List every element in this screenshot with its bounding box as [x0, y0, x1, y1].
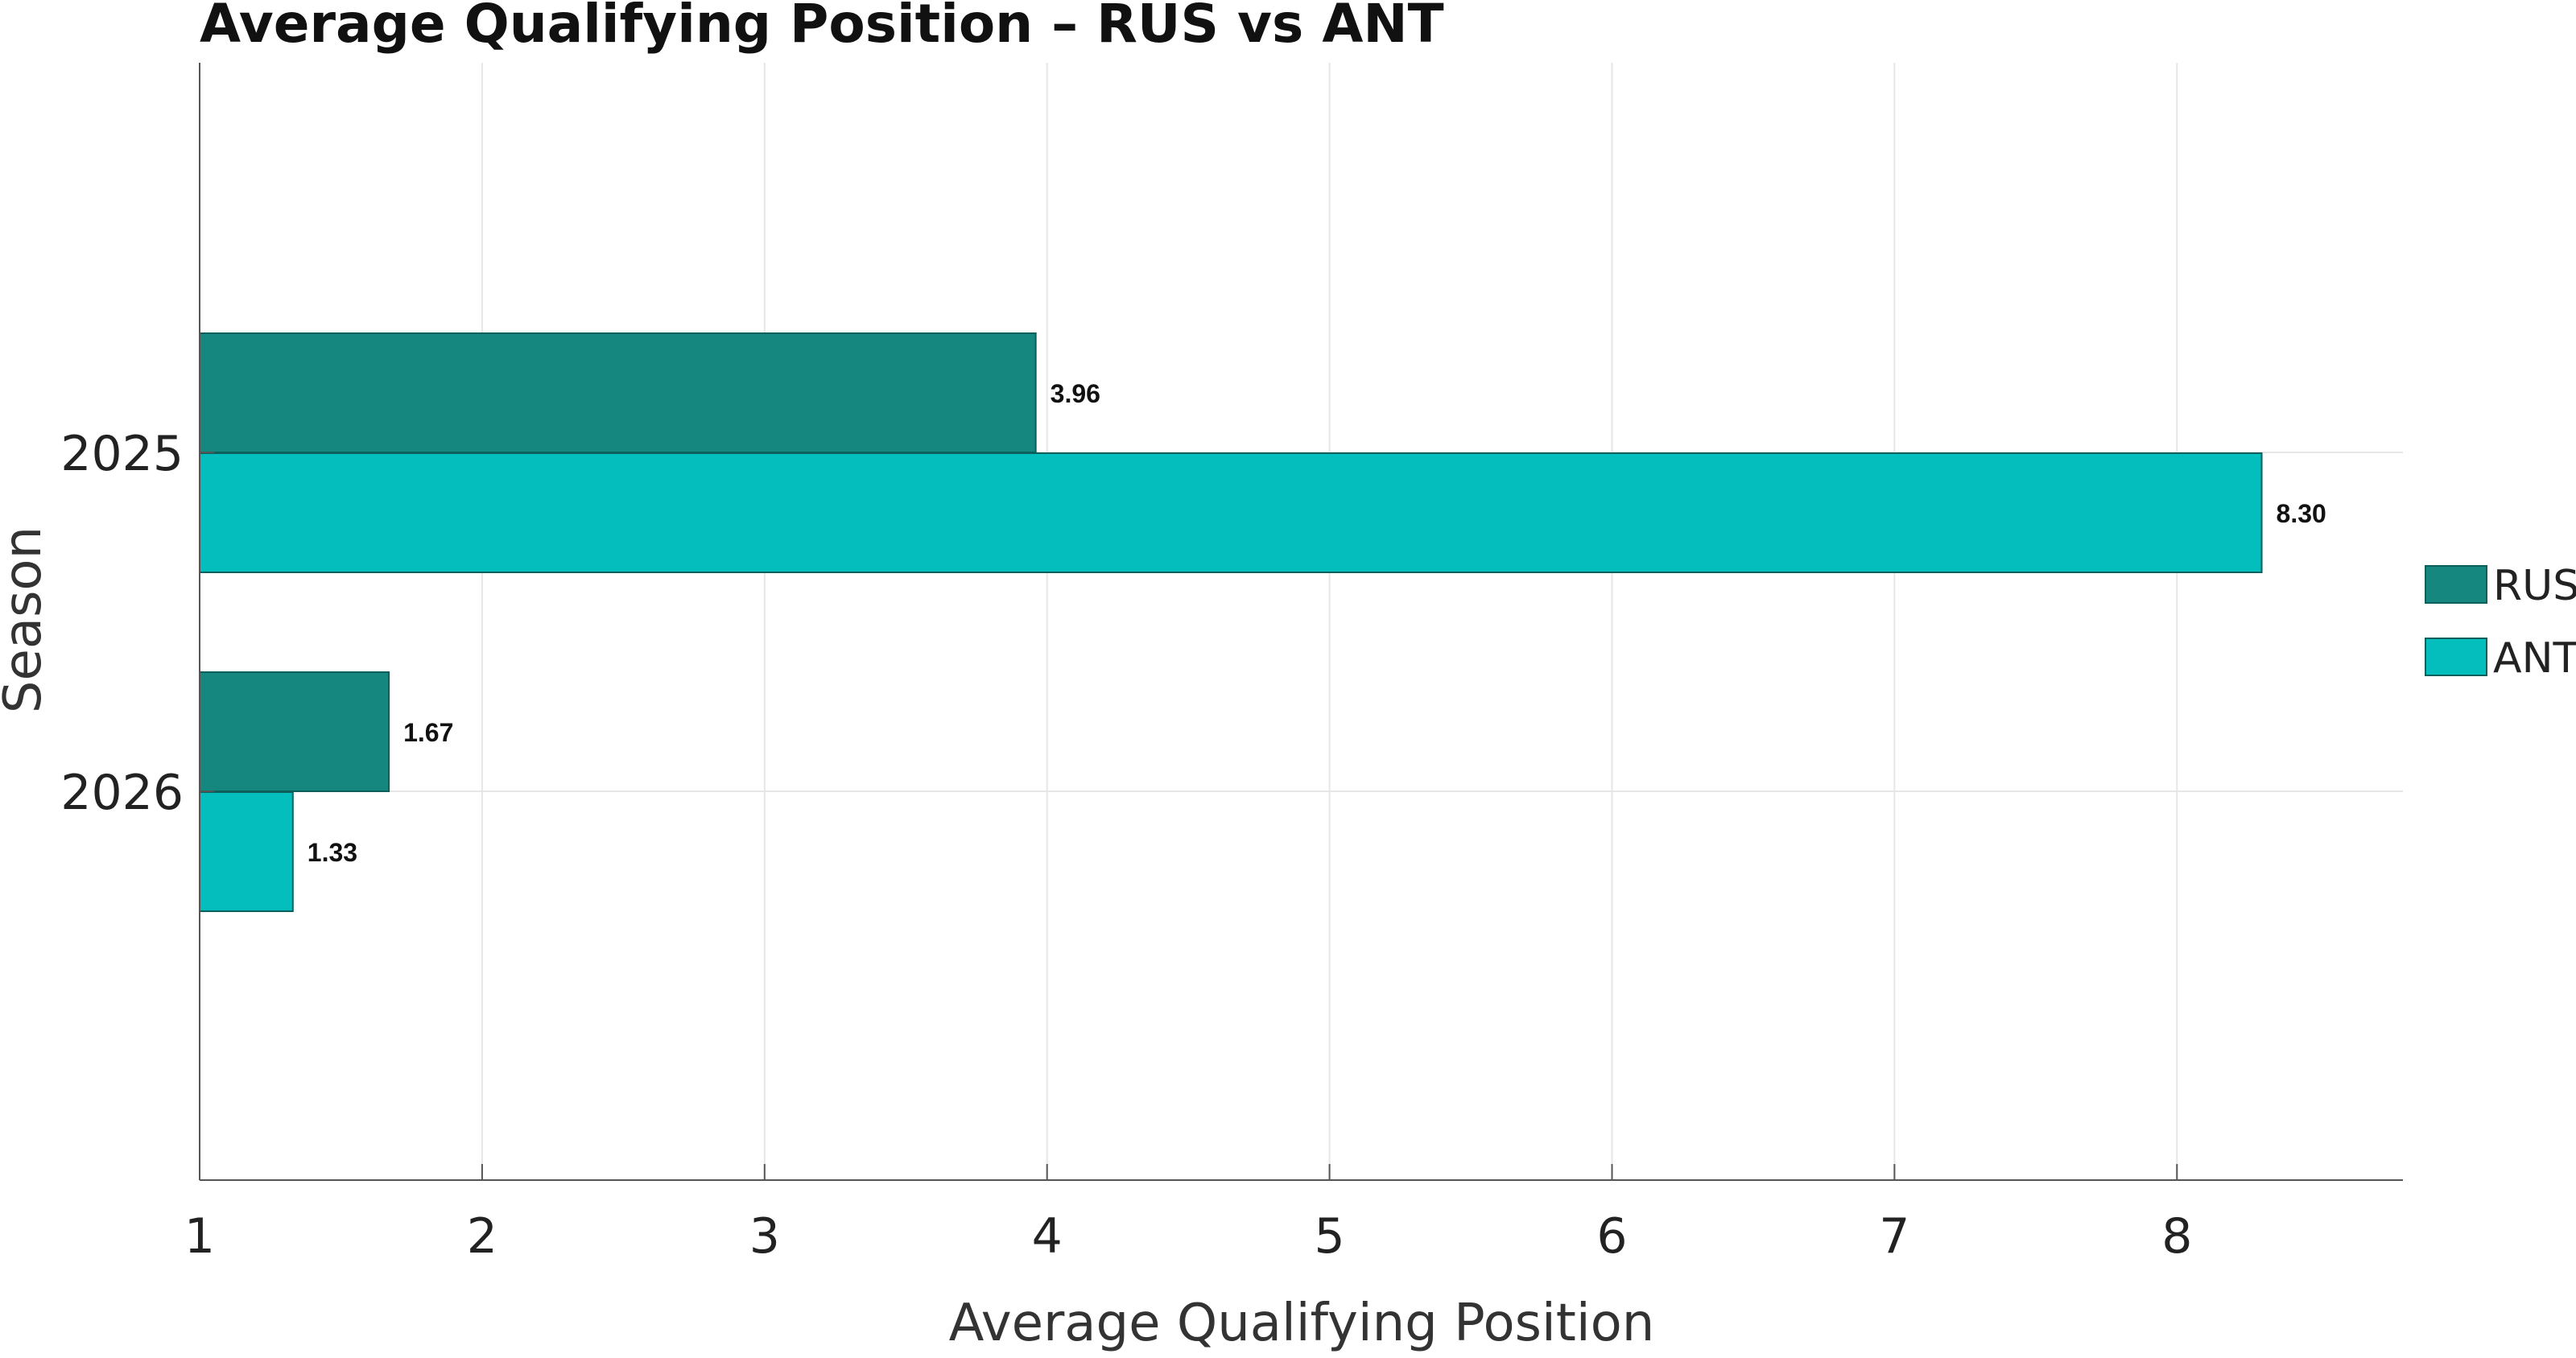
bar-rus-2026	[199, 671, 390, 792]
axes: 2025 2026 1 2 3 4 5 6 7 8	[60, 63, 2403, 1265]
chart-title: Average Qualifying Position – RUS vs ANT	[200, 0, 1444, 55]
value-label-ant-2026: 1.33	[308, 838, 357, 867]
x-tick-label-2: 2	[467, 1208, 497, 1265]
bars	[199, 332, 2263, 912]
bar-rus-2025	[199, 332, 1037, 453]
grid-lines	[200, 63, 2403, 1180]
bar-ant-2025	[199, 452, 2263, 573]
value-label-rus-2026: 1.67	[403, 718, 453, 747]
y-tick-label-2025: 2025	[60, 426, 184, 482]
x-tick-label-5: 5	[1314, 1208, 1344, 1265]
y-axis-title: Season	[0, 526, 53, 713]
legend-swatch-ant	[2425, 638, 2487, 676]
value-labels: 3.96 8.30 1.67 1.33	[308, 379, 2326, 867]
x-tick-label-3: 3	[749, 1208, 780, 1265]
x-axis-title: Average Qualifying Position	[949, 1294, 1655, 1353]
value-label-rus-2025: 3.96	[1051, 379, 1100, 408]
x-tick-label-7: 7	[1879, 1208, 1909, 1265]
legend-label-ant: ANT	[2493, 634, 2576, 683]
x-tick-label-4: 4	[1032, 1208, 1063, 1265]
x-tick-label-8: 8	[2161, 1208, 2192, 1265]
y-tick-label-2026: 2026	[60, 765, 184, 821]
x-tick-label-1: 1	[184, 1208, 215, 1265]
value-label-ant-2025: 8.30	[2277, 499, 2326, 528]
bar-ant-2026	[199, 791, 294, 912]
x-tick-label-6: 6	[1596, 1208, 1627, 1265]
legend-swatch-rus	[2425, 565, 2487, 604]
legend: RUS ANT	[2425, 562, 2576, 683]
legend-label-rus: RUS	[2493, 562, 2576, 610]
